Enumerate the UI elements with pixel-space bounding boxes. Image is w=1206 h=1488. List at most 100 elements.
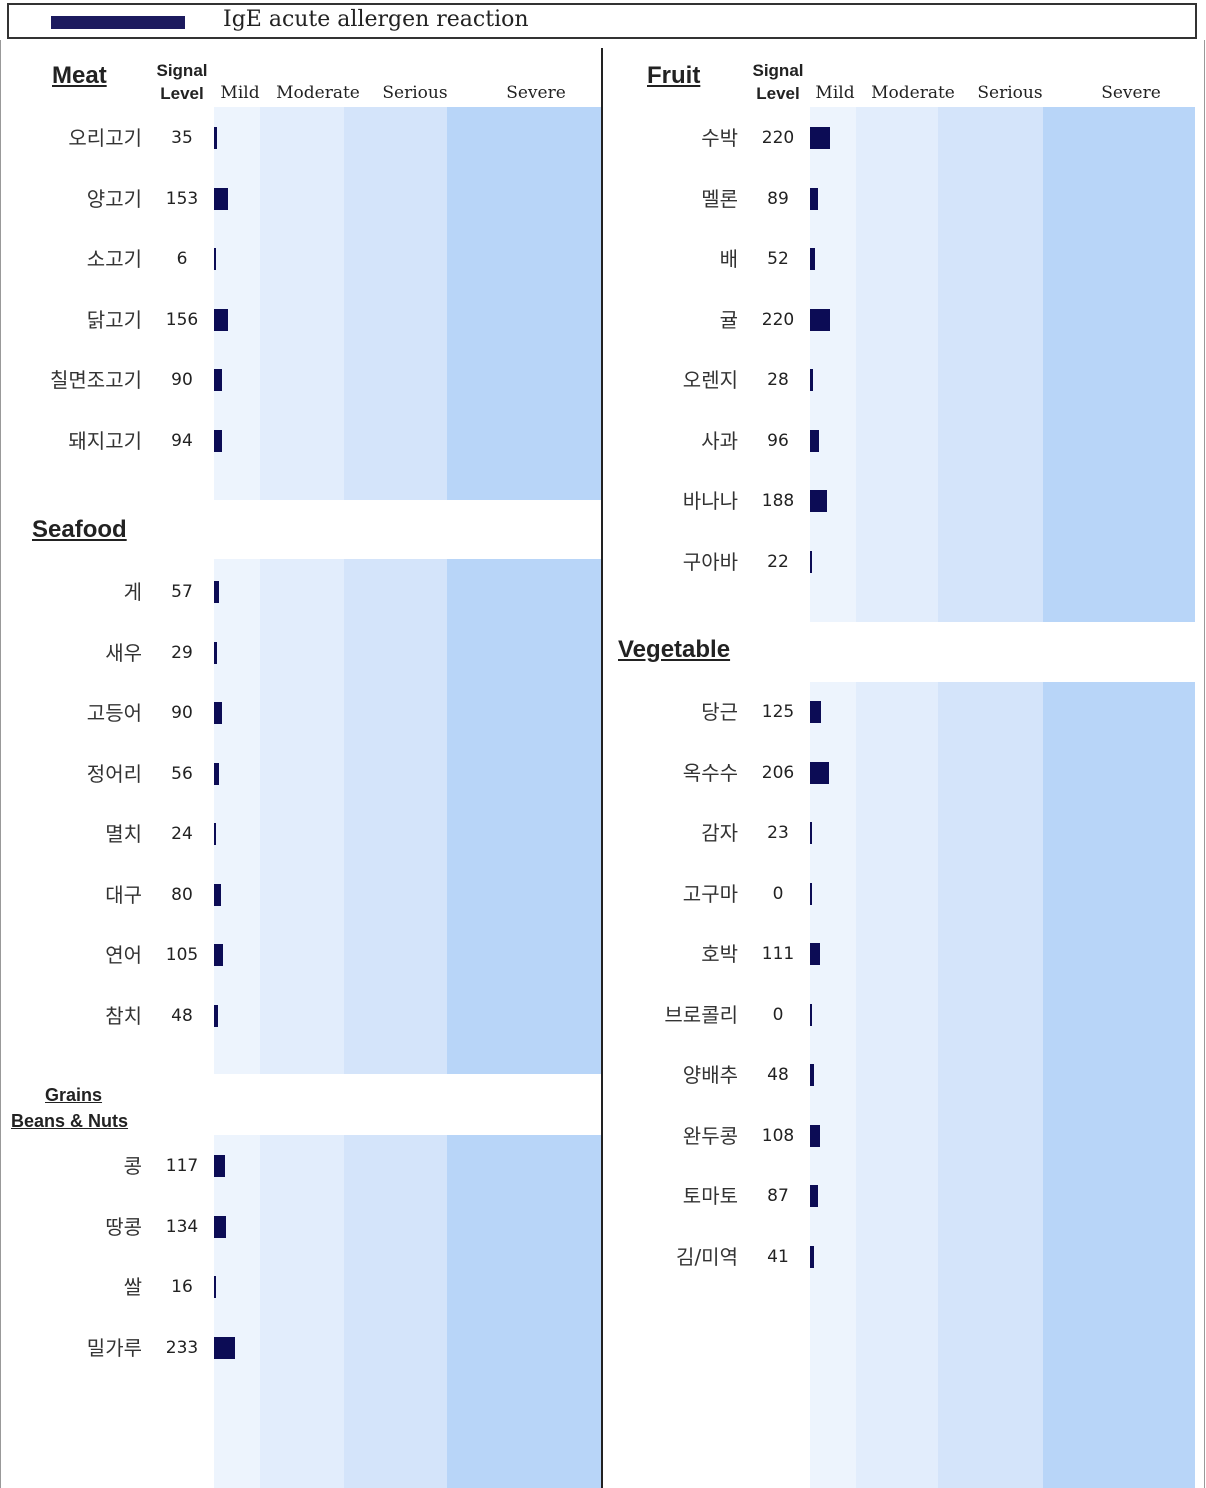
- vegetable-bar: [810, 1064, 814, 1086]
- meat-label: 양고기: [86, 186, 142, 211]
- fruit-bar: [810, 187, 818, 210]
- right-header-signal: Signal: [752, 61, 804, 80]
- fruit-title: Fruit: [647, 62, 701, 89]
- seafood-label: 게: [123, 580, 142, 604]
- fruit-bar: [810, 550, 812, 573]
- left-header-serious: Serious: [382, 83, 448, 103]
- seafood-bar: [214, 762, 219, 785]
- vegetable-value: 111: [761, 944, 795, 964]
- column-divider: [601, 48, 603, 1488]
- fruit-band-moderate: [856, 107, 938, 622]
- fruit-label: 오렌지: [682, 368, 738, 392]
- grains-bar: [214, 1336, 235, 1359]
- seafood-band-severe: [447, 559, 601, 1074]
- right-header-level: Level: [756, 84, 800, 103]
- meat-bar: [214, 429, 222, 452]
- left-header-level: Level: [160, 84, 204, 103]
- grains-label: 콩: [123, 1154, 142, 1178]
- meat-bar: [214, 127, 217, 149]
- fruit-band-severe: [1043, 107, 1195, 622]
- meat-bar: [214, 308, 228, 331]
- right-header-moderate: Moderate: [871, 83, 955, 103]
- grains-label: 쌀: [123, 1275, 142, 1299]
- vegetable-value: 206: [761, 762, 795, 783]
- vegetable-label: 당근: [701, 700, 738, 724]
- vegetable-bar: [810, 822, 812, 844]
- vegetable-label: 옥수수: [682, 760, 738, 785]
- page-border-right: [1204, 40, 1205, 1488]
- seafood-title: Seafood: [32, 516, 127, 543]
- fruit-label: 수박: [701, 126, 738, 150]
- fruit-label: 멜론: [701, 186, 738, 211]
- meat-value: 156: [165, 309, 199, 330]
- grains-band-serious: [344, 1135, 447, 1488]
- meat-bar: [214, 369, 222, 391]
- meat-value: 90: [171, 370, 193, 390]
- vegetable-bar: [810, 1124, 820, 1147]
- seafood-band-moderate: [260, 559, 344, 1074]
- seafood-value: 29: [171, 642, 193, 663]
- legend: IgE acute allergen reaction: [7, 3, 1197, 39]
- seafood-label: 대구: [105, 882, 142, 907]
- meat-value: 6: [176, 249, 188, 269]
- fruit-value: 22: [767, 551, 789, 572]
- legend-swatch: [51, 16, 185, 29]
- meat-bar: [214, 187, 228, 210]
- vegetable-title: Vegetable: [618, 636, 731, 663]
- meat-label: 소고기: [86, 247, 142, 271]
- fruit-value: 52: [767, 249, 789, 269]
- seafood-label: 연어: [105, 943, 142, 967]
- seafood-label: 고등어: [86, 701, 142, 725]
- seafood-value: 57: [171, 582, 193, 602]
- meat-label: 닭고기: [86, 307, 142, 332]
- vegetable-value: 41: [767, 1246, 789, 1267]
- grains-label: 땅콩: [105, 1214, 142, 1239]
- grains-label: 밀가루: [86, 1335, 142, 1360]
- seafood-band-serious: [344, 559, 447, 1074]
- fruit-value: 96: [767, 430, 789, 451]
- fruit-bar: [810, 369, 813, 391]
- vegetable-bar: [810, 1185, 818, 1207]
- vegetable-label: 고구마: [682, 881, 738, 906]
- seafood-value: 56: [171, 763, 193, 784]
- seafood-bar: [214, 641, 217, 664]
- fruit-bar: [810, 429, 819, 452]
- page-border-left: [0, 40, 1, 1488]
- fruit-label: 구아바: [682, 549, 738, 574]
- grains-value: 134: [165, 1216, 199, 1237]
- left-header-severe: Severe: [506, 83, 566, 103]
- fruit-band-mild: [810, 107, 856, 622]
- seafood-band-mild: [214, 559, 260, 1074]
- fruit-label: 배: [719, 247, 738, 271]
- seafood-value: 105: [165, 945, 199, 965]
- grains-bar: [214, 1155, 225, 1177]
- left-header-moderate: Moderate: [276, 83, 360, 103]
- seafood-value: 90: [171, 703, 193, 723]
- fruit-bar: [810, 127, 830, 149]
- fruit-value: 89: [767, 188, 789, 209]
- vegetable-value: 23: [767, 823, 789, 843]
- vegetable-label: 양배추: [682, 1063, 738, 1087]
- meat-band-moderate: [260, 107, 344, 500]
- grains-title-line1: Grains: [45, 1085, 103, 1105]
- vegetable-label: 감자: [701, 821, 738, 845]
- meat-label: 오리고기: [68, 126, 142, 150]
- vegetable-band-mild: [810, 682, 856, 1488]
- grains-value: 233: [165, 1337, 199, 1358]
- seafood-label: 참치: [105, 1003, 142, 1028]
- meat-value: 153: [165, 188, 199, 209]
- right-header-serious: Serious: [977, 83, 1043, 103]
- fruit-value: 188: [761, 491, 795, 511]
- seafood-bar: [214, 702, 222, 724]
- vegetable-value: 48: [767, 1065, 789, 1085]
- legend-label: IgE acute allergen reaction: [223, 7, 529, 32]
- vegetable-label: 호박: [701, 942, 738, 966]
- fruit-label: 사과: [701, 428, 738, 453]
- fruit-label: 바나나: [682, 489, 738, 513]
- vegetable-bar: [810, 882, 812, 905]
- vegetable-bar: [810, 1003, 812, 1026]
- meat-value: 35: [171, 128, 193, 148]
- grains-bar: [214, 1215, 226, 1238]
- grains-title-line2: Beans & Nuts: [11, 1111, 129, 1131]
- meat-bar: [214, 248, 216, 270]
